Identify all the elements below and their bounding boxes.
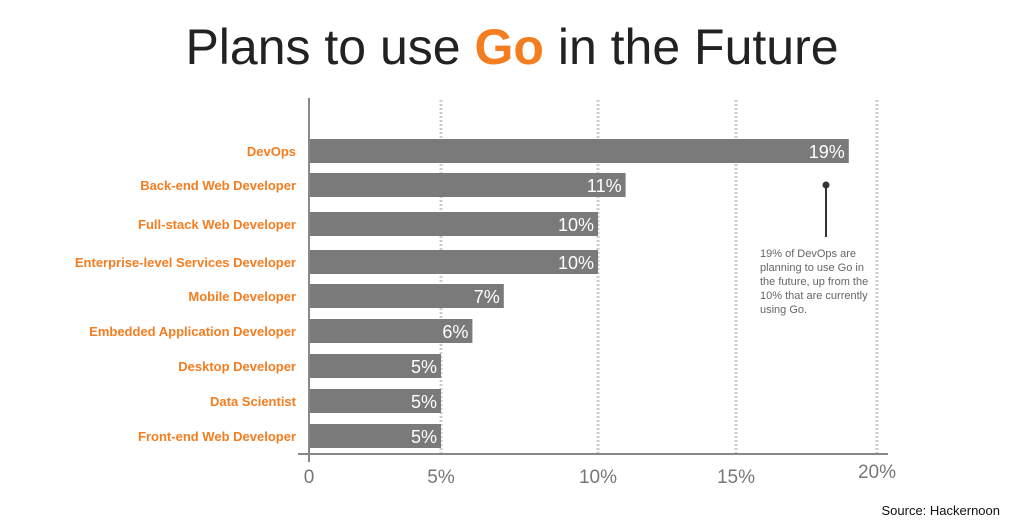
bar-value-label: 5%	[411, 392, 437, 412]
category-label: Embedded Application Developer	[89, 324, 296, 339]
bar	[309, 389, 441, 413]
bar-value-label: 10%	[558, 253, 594, 273]
title-highlight: Go	[474, 19, 544, 75]
x-tick-label: 15%	[717, 467, 755, 488]
bar-value-label: 5%	[411, 427, 437, 447]
category-label: Data Scientist	[210, 394, 297, 409]
category-label: Desktop Developer	[178, 359, 296, 374]
category-label: Mobile Developer	[188, 289, 296, 304]
title-prefix: Plans to use	[185, 19, 475, 75]
bar-value-label: 10%	[558, 215, 594, 235]
chart-title: Plans to use Go in the Future	[0, 18, 1024, 76]
bar-value-label: 5%	[411, 357, 437, 377]
annotation-text: 19% of DevOps are planning to use Go in …	[760, 248, 869, 316]
category-label: Back-end Web Developer	[140, 178, 296, 193]
category-label: Enterprise-level Services Developer	[75, 255, 296, 270]
x-tick-label: 5%	[427, 467, 455, 488]
source-label: Source: Hackernoon	[881, 503, 1000, 518]
bar	[309, 173, 626, 197]
bar-value-label: 6%	[442, 322, 468, 342]
x-tick-label: 10%	[579, 467, 617, 488]
bar	[309, 250, 598, 274]
bar-value-label: 19%	[809, 142, 845, 162]
title-suffix: in the Future	[543, 19, 839, 75]
bar	[309, 354, 441, 378]
bar	[309, 424, 441, 448]
bar-value-label: 7%	[474, 287, 500, 307]
category-label: Front-end Web Developer	[138, 429, 296, 444]
x-tick-label: 20%	[858, 462, 896, 483]
bar	[309, 319, 473, 343]
category-label: DevOps	[247, 144, 296, 159]
bar-value-label: 11%	[587, 176, 622, 196]
x-tick-label: 0	[304, 467, 315, 488]
bar	[309, 212, 598, 236]
bar	[309, 284, 504, 308]
bar	[309, 139, 849, 163]
annotation-dot	[822, 181, 830, 189]
category-label: Full-stack Web Developer	[138, 217, 296, 232]
